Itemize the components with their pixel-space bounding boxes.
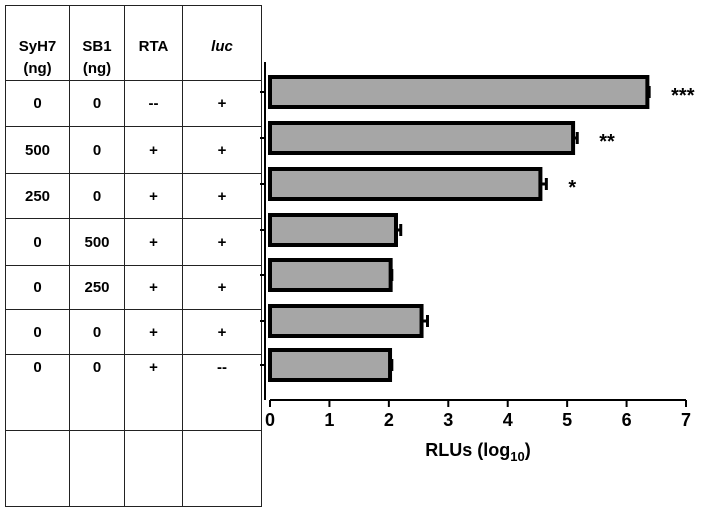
table-cell: 250 xyxy=(69,265,125,310)
significance-label: ** xyxy=(599,131,615,153)
header-syh7: SyH7 (ng) xyxy=(5,5,70,81)
table-cell: -- xyxy=(182,354,262,431)
bar xyxy=(268,258,393,292)
table-cell: + xyxy=(124,265,183,310)
table-cell: + xyxy=(182,173,262,219)
bar xyxy=(268,167,543,201)
condition-table: SyH7 (ng) SB1 (ng) RTA luc 0 0 -- +500 0 + +250 0… xyxy=(5,5,262,507)
x-tick-label: 2 xyxy=(384,410,394,430)
table-cell: 250 xyxy=(5,173,70,219)
x-tick-label: 6 xyxy=(622,410,632,430)
x-tick-label: 5 xyxy=(562,410,572,430)
table-cell: + xyxy=(182,218,262,266)
x-tick-label: 1 xyxy=(324,410,334,430)
header-syh7-line1: SyH7 xyxy=(18,38,57,55)
x-tick-label: 3 xyxy=(443,410,453,430)
bar xyxy=(268,121,576,155)
header-rta: RTA xyxy=(124,5,183,81)
bar xyxy=(268,304,424,338)
x-tick-label: 7 xyxy=(681,410,691,430)
bar xyxy=(268,348,393,382)
table-row: 0 0 -- + xyxy=(5,80,262,127)
header-luc: luc xyxy=(182,5,262,81)
bar xyxy=(268,213,398,247)
table-cell: 0 xyxy=(69,354,125,431)
table-cell: + xyxy=(182,126,262,174)
table-row: 0 250 + + xyxy=(5,265,262,310)
bar xyxy=(268,75,650,109)
significance-label: * xyxy=(568,177,576,199)
x-axis-label: RLUs (log10) xyxy=(425,440,530,464)
table-cell: + xyxy=(182,80,262,127)
table-cell: + xyxy=(124,126,183,174)
header-sb1-line2: (ng) xyxy=(82,60,112,77)
header-sb1: SB1 (ng) xyxy=(69,5,125,81)
table-cell: + xyxy=(182,265,262,310)
table-row: 0 0 + -- xyxy=(5,354,262,431)
table-cell: -- xyxy=(124,80,183,127)
x-tick-label: 4 xyxy=(503,410,513,430)
x-tick-label: 0 xyxy=(265,410,275,430)
table-cell: + xyxy=(124,173,183,219)
table-cell: 0 xyxy=(69,126,125,174)
table-cell: 0 xyxy=(5,354,70,431)
header-sb1-line1: SB1 xyxy=(82,38,112,55)
table-cell: + xyxy=(124,309,183,355)
significance-label: *** xyxy=(671,85,695,107)
table-row: 250 0 + + xyxy=(5,173,262,219)
table-cell: 0 xyxy=(5,218,70,266)
table-cell: 500 xyxy=(69,218,125,266)
table-row: 0 500 + + xyxy=(5,218,262,266)
table-cell: 0 xyxy=(5,80,70,127)
header-syh7-line2: (ng) xyxy=(23,60,52,77)
table-header-row: SyH7 (ng) SB1 (ng) RTA luc xyxy=(5,5,262,81)
table-cell: 0 xyxy=(5,265,70,310)
